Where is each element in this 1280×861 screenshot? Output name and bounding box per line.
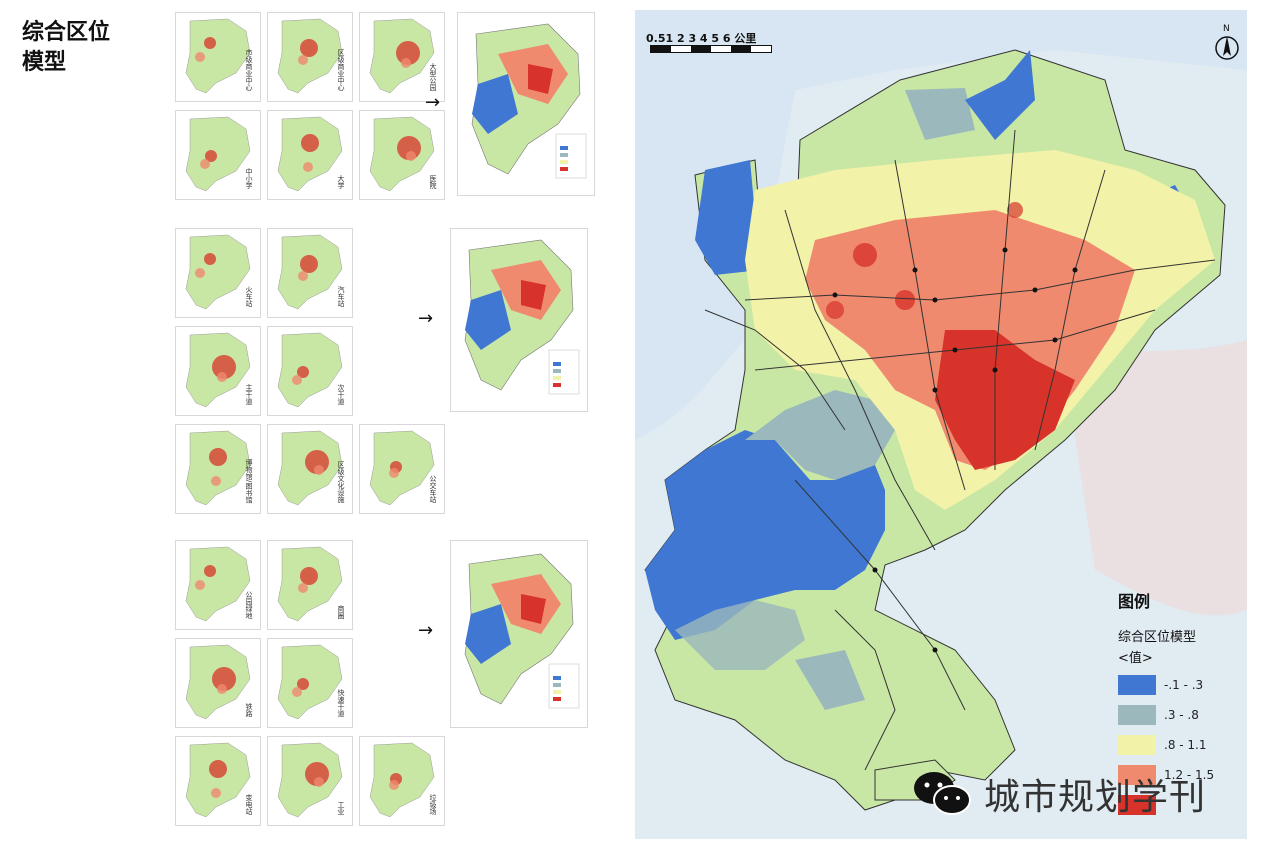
factor-map-thumb: 医院 [359, 110, 445, 200]
factor-map-thumb: 中小学 [175, 110, 261, 200]
factor-label: 市级商业中心 [245, 49, 253, 91]
factor-label: 工业 [337, 801, 345, 815]
factor-label: 区级文化设施 [337, 461, 345, 503]
legend-swatch [1118, 705, 1156, 725]
scale-labels: 0.51 2 3 4 5 6 公里 [646, 32, 757, 45]
scale-bar: 0.51 2 3 4 5 6 公里 [646, 30, 826, 60]
factor-label: 铁路 [245, 703, 253, 717]
factor-map-thumb: 次干道 [267, 326, 353, 416]
scale-graduation [650, 45, 772, 53]
factor-label: 大型公园 [429, 63, 437, 91]
factor-label: 大学 [337, 175, 345, 189]
legend-label: .8 - 1.1 [1164, 738, 1207, 752]
factor-map-thumb: 大学 [267, 110, 353, 200]
legend-subtitle: 综合区位模型 [1118, 630, 1197, 645]
north-label: N [1223, 24, 1230, 34]
legend-label: -.1 - .3 [1164, 678, 1204, 692]
factor-map-thumb: 工业 [267, 736, 353, 826]
factor-label: 主干道 [245, 384, 253, 405]
factor-map-thumb: 商圈 [267, 540, 353, 630]
factor-map-thumb: 公交车站 [359, 424, 445, 514]
factor-map-thumb: 公园绿地 [175, 540, 261, 630]
factor-label: 博物馆/图书馆 [245, 458, 253, 503]
factor-map-thumb: 博物馆/图书馆 [175, 424, 261, 514]
legend-item: .3 - .8 [1118, 704, 1248, 726]
factor-map-thumb: 快速干道 [267, 638, 353, 728]
factor-label: 公园绿地 [245, 591, 253, 619]
legend-item: .8 - 1.1 [1118, 734, 1248, 756]
factor-map-thumb: 垃圾场 [359, 736, 445, 826]
factor-label: 公交车站 [429, 475, 437, 503]
arrow-right-icon: → [418, 308, 434, 329]
arrow-right-icon: → [418, 620, 434, 641]
group-result-map [457, 12, 595, 196]
group-result-map [450, 540, 588, 728]
factor-map-thumb: 变电站 [175, 736, 261, 826]
legend-swatch [1118, 675, 1156, 695]
factor-thumbnails: 市级商业中心 区级商业中心 大型公园中小学 大学 医院 → 火车站 汽车站主干道 次干道博物馆/… [165, 0, 605, 861]
factor-map-thumb: 汽车站 [267, 228, 353, 318]
factor-map-thumb: 大型公园 [359, 12, 445, 102]
legend-item [1118, 794, 1248, 816]
map-canvas [635, 49, 1247, 839]
legend-swatch [1118, 735, 1156, 755]
factor-map-thumb: 区级商业中心 [267, 12, 353, 102]
factor-label: 次干道 [337, 384, 345, 405]
north-arrow: N [1212, 22, 1242, 64]
wechat-icon [914, 772, 971, 815]
factor-map-thumb: 主干道 [175, 326, 261, 416]
page-title: 综合区位 模型 [22, 20, 111, 75]
legend-label: .3 - .8 [1164, 708, 1199, 722]
north-arrow-icon: N [1215, 24, 1239, 60]
map-legend: 图例 综合区位模型 <值> -.1 - .3 .3 - .8 .8 - 1.1 1.2… [1118, 588, 1248, 816]
legend-value-label: <值> [1118, 651, 1153, 666]
factor-label: 变电站 [245, 794, 253, 815]
legend-label: 1.2 - 1.5 [1164, 768, 1215, 782]
factor-label: 火车站 [245, 286, 253, 307]
factor-label: 区级商业中心 [337, 49, 345, 91]
factor-label: 垃圾场 [429, 794, 437, 815]
composite-location-map [635, 10, 1247, 839]
group-result-map [450, 228, 588, 412]
factor-map-thumb: 区级文化设施 [267, 424, 353, 514]
factor-map-thumb: 铁路 [175, 638, 261, 728]
factor-label: 商圈 [337, 605, 345, 619]
legend-title: 图例 [1118, 592, 1151, 611]
factor-label: 医院 [429, 175, 437, 189]
factor-map-thumb: 火车站 [175, 228, 261, 318]
factor-label: 中小学 [245, 168, 253, 189]
legend-item: -.1 - .3 [1118, 674, 1248, 696]
arrow-right-icon: → [425, 92, 441, 113]
legend-swatch [1118, 795, 1156, 815]
factor-map-thumb: 市级商业中心 [175, 12, 261, 102]
factor-label: 汽车站 [337, 286, 345, 307]
legend-swatch [1118, 765, 1156, 785]
watermark: 城市规划学刊 [912, 768, 1206, 820]
factor-label: 快速干道 [337, 689, 345, 717]
watermark-text: 城市规划学刊 [984, 777, 1207, 818]
legend-item: 1.2 - 1.5 [1118, 764, 1248, 786]
